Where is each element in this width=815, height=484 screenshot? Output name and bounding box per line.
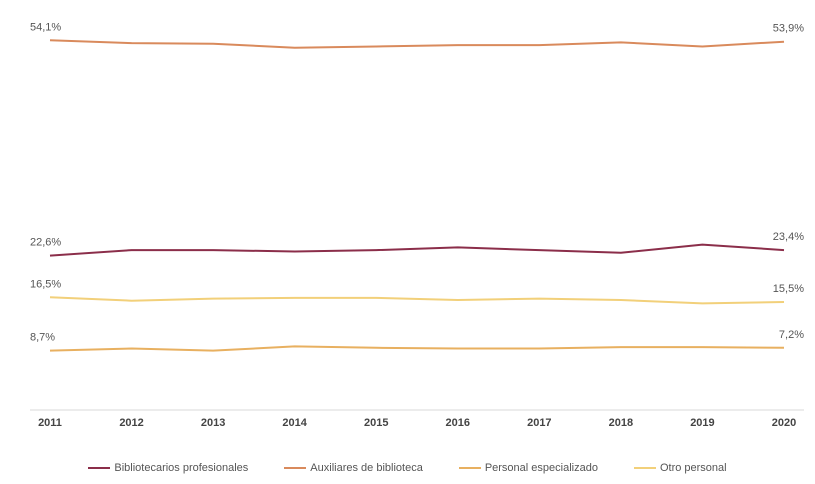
legend-swatch <box>88 467 111 469</box>
legend-item: Bibliotecarios profesionales <box>88 462 248 474</box>
x-tick-label: 2013 <box>201 417 225 429</box>
x-tick-label: 2014 <box>282 417 307 429</box>
legend-label: Otro personal <box>659 462 727 474</box>
legend-label: Personal especializado <box>484 462 598 474</box>
legend-label: Auxiliares de biblioteca <box>310 462 423 474</box>
end-value-label: 53,9% <box>773 23 804 35</box>
series-line <box>49 345 785 352</box>
x-tick-label: 2020 <box>772 417 796 429</box>
legend-item: Personal especializado <box>458 462 598 474</box>
legend-label: Bibliotecarios profesionales <box>114 462 249 474</box>
start-value-label: 16,5% <box>30 278 61 290</box>
x-tick-label: 2015 <box>364 417 388 429</box>
x-tick-label: 2017 <box>527 417 551 429</box>
legend-item: Otro personal <box>633 462 727 474</box>
series-line <box>49 39 785 49</box>
x-tick-label: 2016 <box>446 417 470 429</box>
x-tick-label: 2012 <box>119 417 143 429</box>
start-value-label: 54,1% <box>30 21 61 33</box>
series-line <box>49 243 785 257</box>
legend-swatch <box>633 467 656 469</box>
start-value-label: 22,6% <box>30 237 61 249</box>
end-value-label: 23,4% <box>773 231 804 243</box>
series-line <box>49 296 785 305</box>
x-tick-label: 2019 <box>690 417 714 429</box>
x-tick-label: 2018 <box>609 417 633 429</box>
legend: Bibliotecarios profesionales Auxiliares … <box>0 462 815 474</box>
end-value-label: 15,5% <box>773 283 804 295</box>
end-value-label: 7,2% <box>779 329 804 341</box>
x-tick-label: 2011 <box>38 417 62 429</box>
legend-swatch <box>458 467 481 469</box>
start-value-label: 8,7% <box>30 332 55 344</box>
legend-swatch <box>284 467 307 469</box>
legend-item: Auxiliares de biblioteca <box>284 462 423 474</box>
